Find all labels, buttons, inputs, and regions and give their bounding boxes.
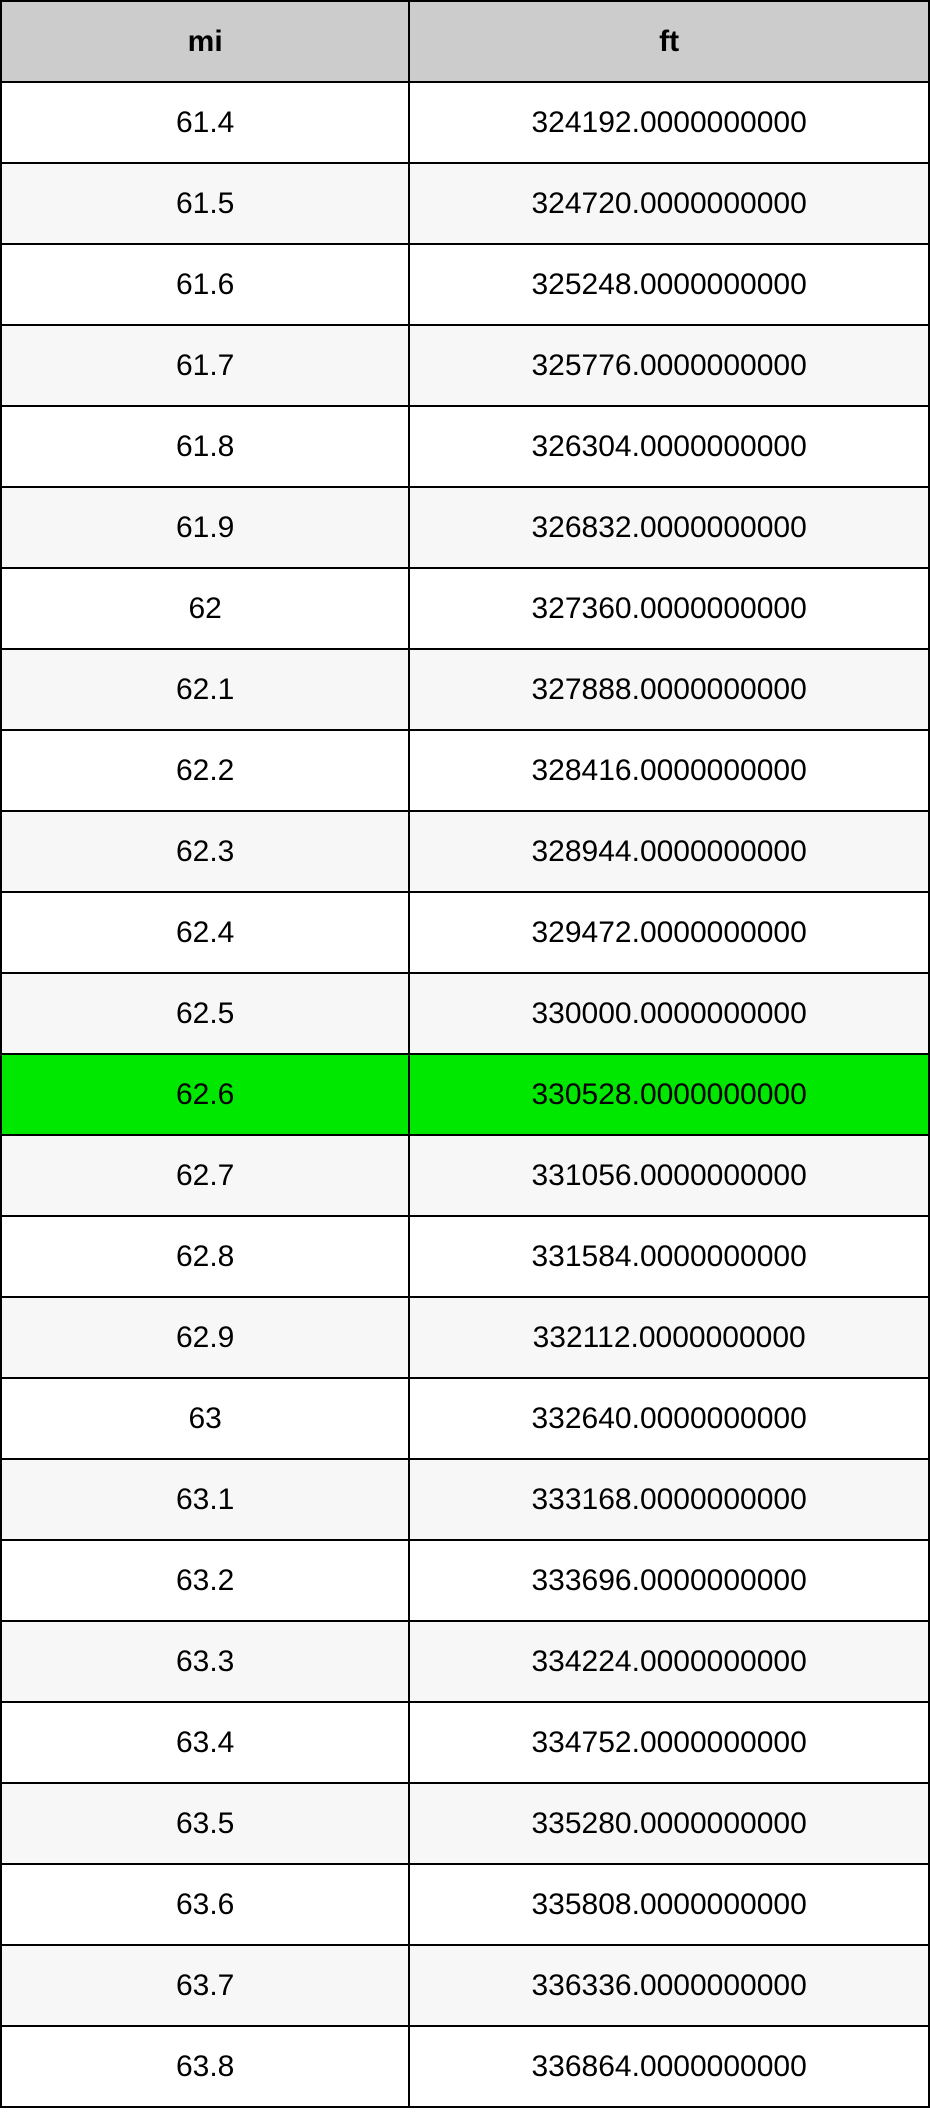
table-header-row: mi ft bbox=[1, 1, 929, 82]
table-row: 62327360.0000000000 bbox=[1, 568, 929, 649]
cell-ft: 326832.0000000000 bbox=[409, 487, 929, 568]
cell-ft: 327888.0000000000 bbox=[409, 649, 929, 730]
cell-ft: 333168.0000000000 bbox=[409, 1459, 929, 1540]
cell-ft: 334752.0000000000 bbox=[409, 1702, 929, 1783]
cell-mi: 63.5 bbox=[1, 1783, 409, 1864]
cell-mi: 62.8 bbox=[1, 1216, 409, 1297]
table-row: 62.1327888.0000000000 bbox=[1, 649, 929, 730]
cell-ft: 327360.0000000000 bbox=[409, 568, 929, 649]
table-row: 63.3334224.0000000000 bbox=[1, 1621, 929, 1702]
table-row: 61.6325248.0000000000 bbox=[1, 244, 929, 325]
table-header: mi ft bbox=[1, 1, 929, 82]
cell-ft: 336864.0000000000 bbox=[409, 2026, 929, 2107]
cell-mi: 63.8 bbox=[1, 2026, 409, 2107]
table-row: 62.7331056.0000000000 bbox=[1, 1135, 929, 1216]
column-header-mi: mi bbox=[1, 1, 409, 82]
table-row: 63.1333168.0000000000 bbox=[1, 1459, 929, 1540]
cell-ft: 336336.0000000000 bbox=[409, 1945, 929, 2026]
table-row: 61.8326304.0000000000 bbox=[1, 406, 929, 487]
table-row: 62.6330528.0000000000 bbox=[1, 1054, 929, 1135]
cell-mi: 63.4 bbox=[1, 1702, 409, 1783]
cell-mi: 61.5 bbox=[1, 163, 409, 244]
cell-mi: 61.9 bbox=[1, 487, 409, 568]
conversion-table-container: mi ft 61.4324192.000000000061.5324720.00… bbox=[0, 0, 930, 2108]
table-row: 61.5324720.0000000000 bbox=[1, 163, 929, 244]
cell-ft: 331056.0000000000 bbox=[409, 1135, 929, 1216]
cell-ft: 333696.0000000000 bbox=[409, 1540, 929, 1621]
cell-mi: 62.7 bbox=[1, 1135, 409, 1216]
cell-ft: 329472.0000000000 bbox=[409, 892, 929, 973]
table-row: 62.3328944.0000000000 bbox=[1, 811, 929, 892]
cell-mi: 63.3 bbox=[1, 1621, 409, 1702]
cell-ft: 326304.0000000000 bbox=[409, 406, 929, 487]
conversion-table: mi ft 61.4324192.000000000061.5324720.00… bbox=[0, 0, 930, 2108]
cell-mi: 62.1 bbox=[1, 649, 409, 730]
cell-mi: 62 bbox=[1, 568, 409, 649]
cell-ft: 334224.0000000000 bbox=[409, 1621, 929, 1702]
cell-mi: 62.3 bbox=[1, 811, 409, 892]
cell-mi: 63.7 bbox=[1, 1945, 409, 2026]
cell-mi: 61.8 bbox=[1, 406, 409, 487]
cell-mi: 63.1 bbox=[1, 1459, 409, 1540]
cell-ft: 324192.0000000000 bbox=[409, 82, 929, 163]
cell-ft: 324720.0000000000 bbox=[409, 163, 929, 244]
cell-ft: 328944.0000000000 bbox=[409, 811, 929, 892]
table-row: 61.9326832.0000000000 bbox=[1, 487, 929, 568]
cell-mi: 62.5 bbox=[1, 973, 409, 1054]
cell-mi: 63.2 bbox=[1, 1540, 409, 1621]
table-row: 62.4329472.0000000000 bbox=[1, 892, 929, 973]
table-row: 62.2328416.0000000000 bbox=[1, 730, 929, 811]
cell-ft: 328416.0000000000 bbox=[409, 730, 929, 811]
cell-ft: 335808.0000000000 bbox=[409, 1864, 929, 1945]
table-row: 63.7336336.0000000000 bbox=[1, 1945, 929, 2026]
table-body: 61.4324192.000000000061.5324720.00000000… bbox=[1, 82, 929, 2107]
table-row: 62.9332112.0000000000 bbox=[1, 1297, 929, 1378]
table-row: 61.7325776.0000000000 bbox=[1, 325, 929, 406]
cell-ft: 332640.0000000000 bbox=[409, 1378, 929, 1459]
table-row: 61.4324192.0000000000 bbox=[1, 82, 929, 163]
cell-ft: 332112.0000000000 bbox=[409, 1297, 929, 1378]
cell-mi: 62.6 bbox=[1, 1054, 409, 1135]
cell-ft: 331584.0000000000 bbox=[409, 1216, 929, 1297]
cell-mi: 61.4 bbox=[1, 82, 409, 163]
cell-ft: 325776.0000000000 bbox=[409, 325, 929, 406]
cell-mi: 61.7 bbox=[1, 325, 409, 406]
table-row: 63.5335280.0000000000 bbox=[1, 1783, 929, 1864]
cell-mi: 63 bbox=[1, 1378, 409, 1459]
table-row: 63.8336864.0000000000 bbox=[1, 2026, 929, 2107]
cell-mi: 62.4 bbox=[1, 892, 409, 973]
cell-mi: 62.2 bbox=[1, 730, 409, 811]
cell-mi: 63.6 bbox=[1, 1864, 409, 1945]
cell-ft: 330528.0000000000 bbox=[409, 1054, 929, 1135]
cell-ft: 330000.0000000000 bbox=[409, 973, 929, 1054]
table-row: 63.2333696.0000000000 bbox=[1, 1540, 929, 1621]
cell-ft: 335280.0000000000 bbox=[409, 1783, 929, 1864]
cell-ft: 325248.0000000000 bbox=[409, 244, 929, 325]
table-row: 63.4334752.0000000000 bbox=[1, 1702, 929, 1783]
column-header-ft: ft bbox=[409, 1, 929, 82]
table-row: 62.5330000.0000000000 bbox=[1, 973, 929, 1054]
table-row: 63332640.0000000000 bbox=[1, 1378, 929, 1459]
table-row: 62.8331584.0000000000 bbox=[1, 1216, 929, 1297]
cell-mi: 61.6 bbox=[1, 244, 409, 325]
table-row: 63.6335808.0000000000 bbox=[1, 1864, 929, 1945]
cell-mi: 62.9 bbox=[1, 1297, 409, 1378]
